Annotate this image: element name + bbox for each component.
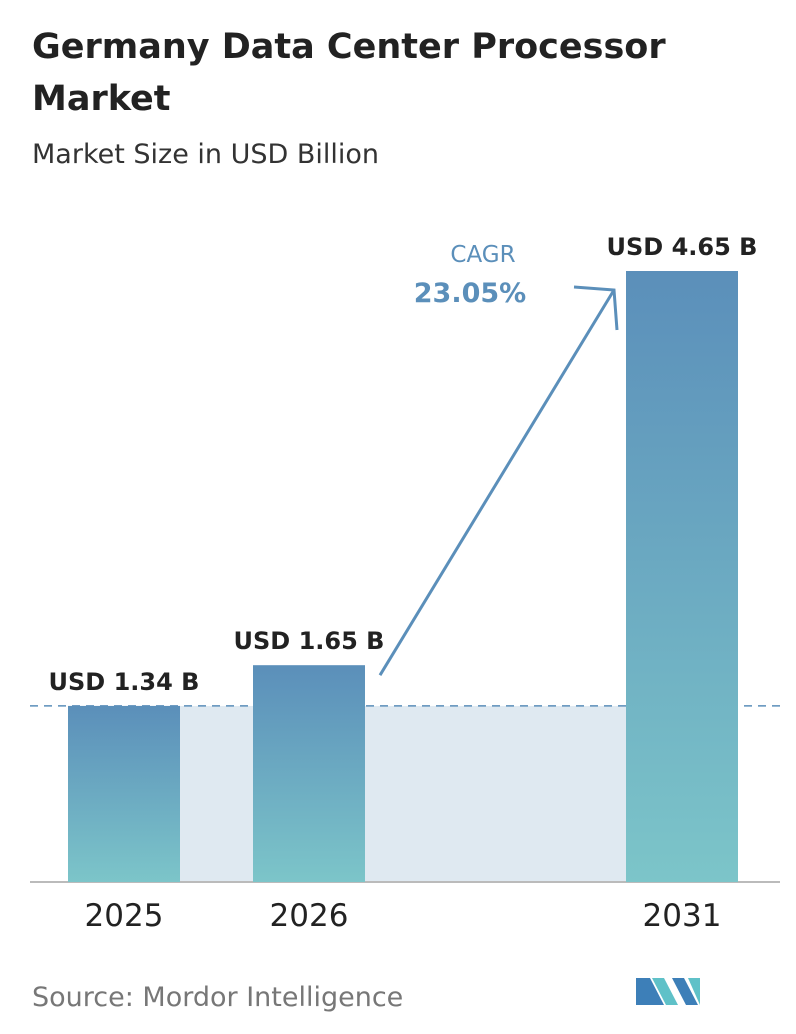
cagr-label: CAGR (450, 242, 515, 268)
data-label: USD 1.65 B (234, 627, 385, 655)
chart-subtitle: Market Size in USD Billion (32, 139, 379, 170)
plot: USD 1.34 B 2025 USD 1.65 B 2026 USD 4.65 B 20… (30, 233, 780, 934)
chart-title: Germany Data Center Processor Market (32, 27, 666, 119)
x-tick-label: 2031 (643, 898, 722, 934)
bar (626, 271, 738, 882)
cagr-value: 23.05% (414, 278, 526, 309)
source: Source: Mordor Intelligence (32, 982, 403, 1013)
x-tick-label: 2026 (270, 898, 349, 934)
bar (253, 665, 365, 882)
x-tick-label: 2025 (85, 898, 164, 934)
cagr-arrowhead (573, 285, 619, 331)
bar (68, 705, 180, 882)
data-label: USD 4.65 B (607, 233, 758, 261)
logo (636, 978, 700, 1005)
data-label: USD 1.34 B (49, 668, 200, 696)
cagr-arrow (378, 289, 616, 676)
chart-title: Germany Data Center Processor Market (32, 27, 666, 119)
